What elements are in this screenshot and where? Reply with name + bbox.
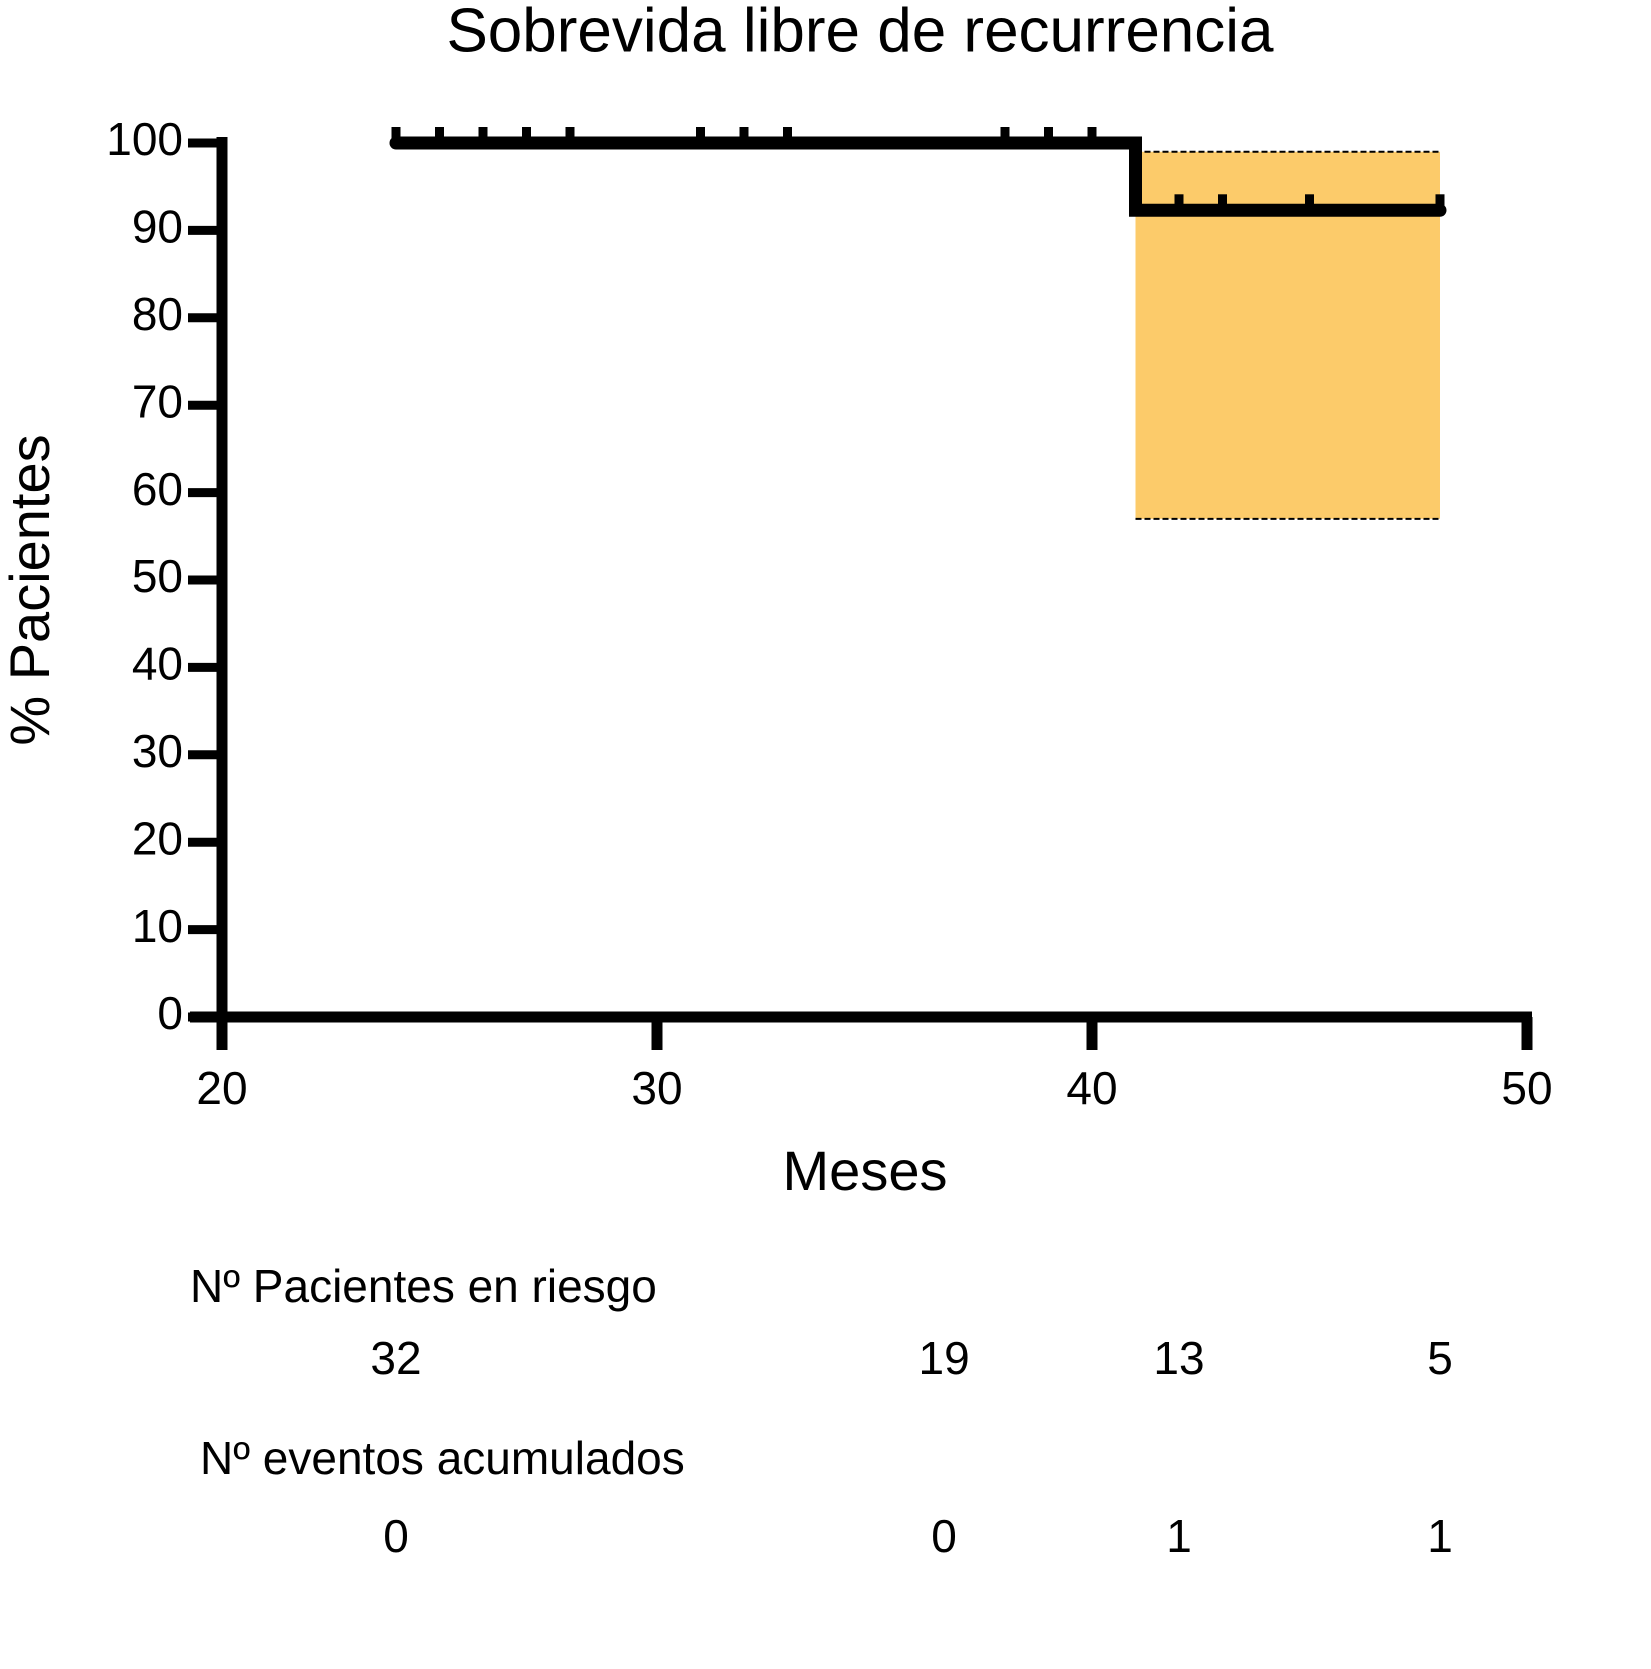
survival-line [389, 136, 1447, 217]
y-tick-label: 70 [132, 375, 183, 427]
x-axis-label: Meses [783, 1139, 948, 1202]
y-tick-label: 30 [132, 725, 183, 777]
risk-value: 0 [931, 1510, 957, 1562]
y-tick-label: 40 [132, 638, 183, 690]
chart-title: Sobrevida libre de recurrencia [446, 0, 1274, 65]
x-tick-label: 20 [196, 1062, 247, 1114]
y-tick-label: 20 [132, 812, 183, 864]
y-tick-label: 80 [132, 288, 183, 340]
y-tick-label: 50 [132, 550, 183, 602]
y-tick-label: 60 [132, 463, 183, 515]
x-tick-label: 30 [631, 1062, 682, 1114]
y-tick-label: 0 [157, 987, 183, 1039]
risk-value: 19 [919, 1332, 970, 1384]
risk-value: 0 [383, 1510, 409, 1562]
risk-value: 1 [1166, 1510, 1192, 1562]
y-tick-label: 90 [132, 201, 183, 253]
y-tick-label: 10 [132, 900, 183, 952]
risk-row-label: Nº Pacientes en riesgo [190, 1260, 657, 1312]
risk-value: 13 [1153, 1332, 1204, 1384]
x-tick-label: 50 [1501, 1062, 1552, 1114]
risk-value: 1 [1427, 1510, 1453, 1562]
risk-row-label: Nº eventos acumulados [200, 1432, 685, 1484]
risk-value: 5 [1427, 1332, 1453, 1384]
x-tick-label: 40 [1066, 1062, 1117, 1114]
y-axis-label: % Pacientes [0, 434, 61, 745]
risk-value: 32 [370, 1332, 421, 1384]
y-tick-label: 100 [106, 113, 183, 165]
